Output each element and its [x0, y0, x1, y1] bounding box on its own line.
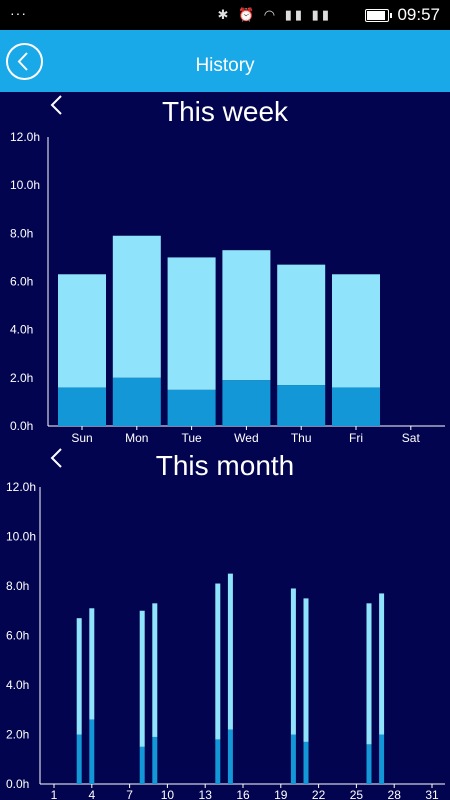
bar-segment-light: [332, 274, 380, 388]
bar-segment-light: [89, 608, 95, 720]
y-tick-label: 2.0h: [10, 371, 33, 385]
bar-segment-light: [366, 603, 372, 745]
y-tick-label: 12.0h: [10, 130, 40, 144]
bar-segment-light: [277, 264, 326, 386]
y-tick-label: 4.0h: [6, 678, 29, 692]
bar-segment-dark: [379, 734, 385, 784]
x-tick-label: Sun: [71, 431, 92, 445]
bar-segment-light: [58, 274, 106, 388]
battery-icon: [365, 9, 392, 22]
bar-segment-dark: [366, 744, 372, 784]
bar-segment-dark: [227, 729, 233, 784]
bar-segment-dark: [290, 734, 296, 784]
x-tick-label: 4: [88, 788, 95, 800]
month-chart: 12.0h 10.0h 8.0h 6.0h 4.0h 2.0h 0.0h 1 4 7 10 13 16 1…: [6, 480, 445, 800]
back-arrow-icon: [17, 52, 28, 71]
bar-segment-dark: [139, 746, 145, 784]
app-bar: History: [0, 30, 450, 92]
month-chart-title: This month: [155, 450, 295, 481]
y-tick-label: 12.0h: [6, 480, 36, 494]
bar-segment-light: [215, 583, 221, 740]
x-tick-label: 13: [199, 788, 213, 800]
bar-segment-dark: [332, 387, 380, 426]
x-tick-label: 7: [126, 788, 133, 800]
bar-segment-light: [303, 598, 309, 742]
bar-segment-dark: [89, 719, 95, 784]
bar-segment-light: [290, 588, 296, 735]
page-title: History: [195, 55, 255, 76]
y-tick-label: 0.0h: [10, 419, 33, 433]
y-tick-label: 10.0h: [10, 178, 40, 192]
bar-segment-light: [222, 250, 271, 381]
previous-week-icon[interactable]: [48, 94, 64, 116]
bar-segment-dark: [167, 389, 216, 426]
y-tick-label: 4.0h: [10, 323, 33, 337]
overflow-indicator: ···: [10, 5, 27, 21]
x-tick-label: Sat: [402, 431, 421, 445]
back-button[interactable]: [6, 43, 43, 80]
status-bar: ··· ✱ ⏰ ◠ ▮▮ ▮▮ 09:57: [0, 0, 450, 30]
x-tick-label: Wed: [234, 431, 258, 445]
x-tick-label: 1: [51, 788, 58, 800]
y-tick-label: 6.0h: [6, 629, 29, 643]
status-icons: ✱ ⏰ ◠ ▮▮ ▮▮: [217, 7, 332, 22]
x-tick-label: 16: [236, 788, 250, 800]
x-tick-label: 28: [388, 788, 402, 800]
y-tick-label: 8.0h: [10, 226, 33, 240]
bar-segment-light: [112, 235, 161, 378]
week-chart: 12.0h 10.0h 8.0h 6.0h 4.0h 2.0h 0.0h Sun Mon Tue W…: [10, 130, 445, 445]
week-chart-title: This week: [161, 96, 289, 127]
x-tick-label: 22: [312, 788, 326, 800]
x-tick-label: Tue: [181, 431, 202, 445]
x-tick-label: 31: [425, 788, 439, 800]
bar-segment-dark: [76, 734, 82, 784]
previous-month-icon[interactable]: [48, 447, 64, 469]
y-tick-label: 8.0h: [6, 579, 29, 593]
x-tick-label: 25: [350, 788, 364, 800]
bar-segment-dark: [303, 741, 309, 784]
y-tick-label: 0.0h: [6, 777, 29, 791]
bar-segment-light: [227, 573, 233, 730]
bar-segment-dark: [58, 387, 106, 426]
y-tick-label: 6.0h: [10, 275, 33, 289]
bar-segment-dark: [112, 377, 161, 426]
bar-segment-light: [379, 593, 385, 735]
x-tick-label: Mon: [125, 431, 148, 445]
bar-segment-light: [139, 610, 145, 747]
bar-segment-dark: [277, 385, 326, 426]
x-tick-label: Thu: [291, 431, 312, 445]
y-tick-label: 10.0h: [6, 530, 36, 544]
bar-segment-light: [167, 257, 216, 390]
bar-segment-dark: [152, 736, 158, 784]
bar-segment-dark: [222, 380, 271, 426]
x-tick-label: 19: [274, 788, 288, 800]
bar-segment-light: [76, 618, 82, 735]
bar-segment-dark: [215, 739, 221, 784]
status-time: 09:57: [397, 5, 440, 24]
x-tick-label: 10: [161, 788, 175, 800]
x-tick-label: Fri: [349, 431, 363, 445]
y-tick-label: 2.0h: [6, 728, 29, 742]
bar-segment-light: [152, 603, 158, 737]
